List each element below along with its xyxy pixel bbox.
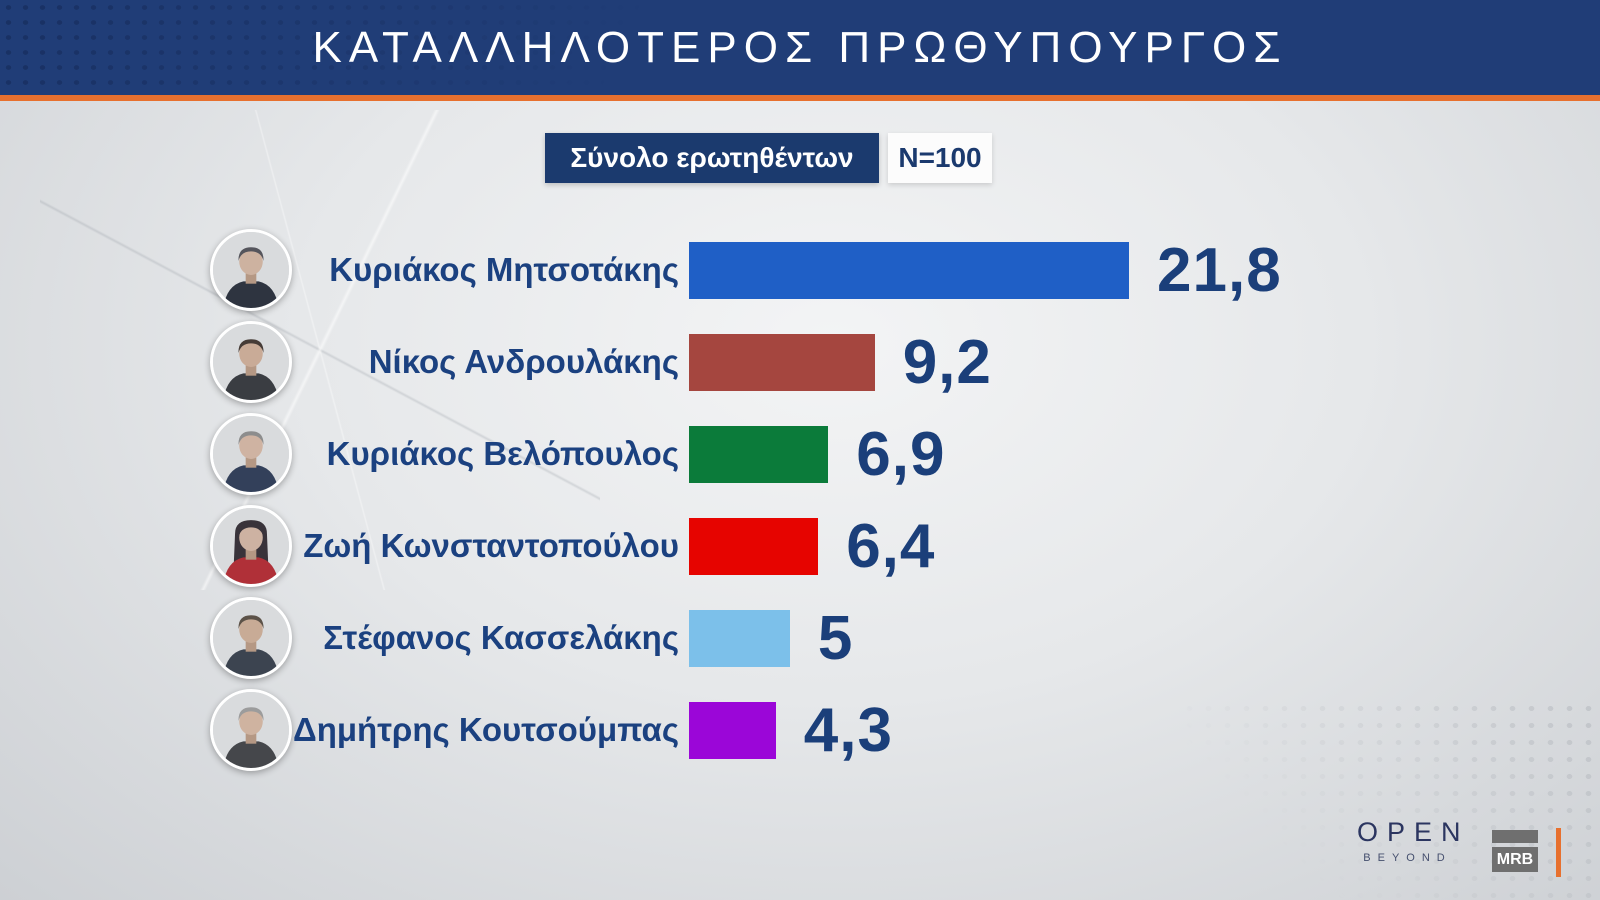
open-logo-subtext: BEYOND [1363, 852, 1452, 864]
open-logo-text: OPEN [1357, 817, 1470, 847]
subheader: Σύνολο ερωτηθέντων N=100 [545, 133, 992, 183]
value-bar [689, 701, 776, 759]
candidate-name: Στέφανος Κασσελάκης [323, 619, 679, 656]
value-bar [689, 241, 1129, 299]
candidate-name: Κυριάκος Μητσοτάκης [329, 251, 679, 288]
mrb-logo: MRB [1492, 830, 1538, 872]
value-bar [689, 425, 829, 483]
candidate-name: Ζωή Κωνσταντοπούλου [303, 527, 679, 564]
avatar-dimitris-koutsoumpas [210, 689, 292, 771]
value-label: 6,9 [856, 419, 946, 489]
avatar-zoi-konstantopoulou [210, 505, 292, 587]
header-bar: ΚΑΤΑΛΛΗΛΟΤΕΡΟΣ ΠΡΩΘΥΠΟΥΡΓΟΣ [0, 0, 1600, 101]
sample-label: Σύνολο ερωτηθέντων [545, 133, 879, 183]
value-label: 4,3 [803, 695, 893, 765]
value-label: 5 [817, 603, 854, 673]
open-tv-logo: OPEN BEYOND [1348, 817, 1470, 864]
avatar-kyriakos-velopoulos [210, 413, 292, 495]
value-bar [689, 609, 790, 667]
avatar-nikos-androulakis [210, 321, 292, 403]
header-dot-pattern [0, 0, 880, 95]
portrait-photo [213, 232, 289, 308]
chart-row: Νίκος Ανδρουλάκης 9,2 [210, 316, 1590, 408]
candidate-name: Κυριάκος Βελόπουλος [326, 435, 679, 472]
sample-size-badge: N=100 [888, 133, 992, 183]
avatar-stefanos-kasselakis [210, 597, 292, 679]
chart-row: Κυριάκος Μητσοτάκης 21,8 [210, 224, 1590, 316]
candidate-name: Νίκος Ανδρουλάκης [368, 343, 679, 380]
mrb-logo-bar [1492, 830, 1538, 843]
orange-divider [1556, 828, 1561, 877]
portrait-photo [213, 508, 289, 584]
portrait-photo [213, 324, 289, 400]
value-label: 21,8 [1157, 235, 1282, 305]
value-bar [689, 517, 819, 575]
value-label: 9,2 [902, 327, 992, 397]
value-bar [689, 333, 875, 391]
chart-row: Ζωή Κωνσταντοπούλου 6,4 [210, 500, 1590, 592]
bar-chart: Κυριάκος Μητσοτάκης 21,8 Νίκος Ανδρουλάκη… [210, 224, 1590, 776]
portrait-photo [213, 416, 289, 492]
chart-row: Δημήτρης Κουτσούμπας 4,3 [210, 684, 1590, 776]
mrb-logo-text: MRB [1492, 847, 1538, 872]
avatar-kyriakos-mitsotakis [210, 229, 292, 311]
chart-row: Κυριάκος Βελόπουλος 6,9 [210, 408, 1590, 500]
candidate-name: Δημήτρης Κουτσούμπας [292, 711, 679, 748]
chart-row: Στέφανος Κασσελάκης 5 [210, 592, 1590, 684]
portrait-photo [213, 600, 289, 676]
portrait-photo [213, 692, 289, 768]
value-label: 6,4 [846, 511, 936, 581]
page-title: ΚΑΤΑΛΛΗΛΟΤΕΡΟΣ ΠΡΩΘΥΠΟΥΡΓΟΣ [312, 22, 1288, 72]
